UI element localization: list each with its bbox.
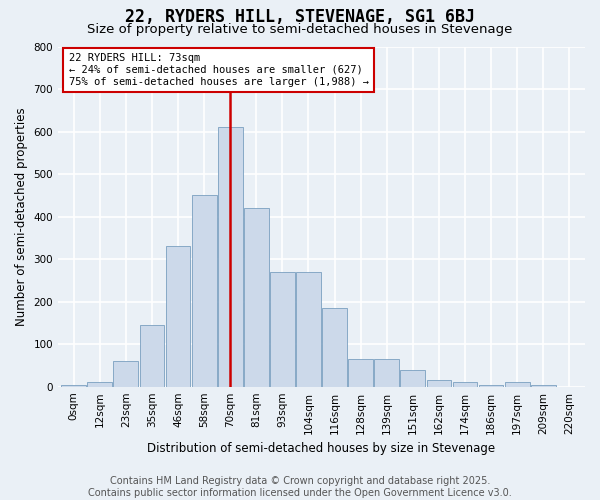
Text: 22 RYDERS HILL: 73sqm
← 24% of semi-detached houses are smaller (627)
75% of sem: 22 RYDERS HILL: 73sqm ← 24% of semi-deta…: [68, 54, 368, 86]
Bar: [88, 382, 112, 386]
Text: 22, RYDERS HILL, STEVENAGE, SG1 6BJ: 22, RYDERS HILL, STEVENAGE, SG1 6BJ: [125, 8, 475, 26]
Bar: [218, 128, 242, 386]
Y-axis label: Number of semi-detached properties: Number of semi-detached properties: [15, 108, 28, 326]
Bar: [270, 272, 295, 386]
Bar: [166, 246, 190, 386]
Bar: [140, 325, 164, 386]
Bar: [531, 384, 556, 386]
Bar: [427, 380, 451, 386]
Bar: [244, 208, 269, 386]
Text: Size of property relative to semi-detached houses in Stevenage: Size of property relative to semi-detach…: [88, 22, 512, 36]
Bar: [505, 382, 530, 386]
Bar: [348, 359, 373, 386]
Bar: [192, 196, 217, 386]
Bar: [374, 359, 399, 386]
Bar: [400, 370, 425, 386]
Bar: [296, 272, 321, 386]
Bar: [479, 384, 503, 386]
Bar: [61, 384, 86, 386]
Bar: [452, 382, 478, 386]
X-axis label: Distribution of semi-detached houses by size in Stevenage: Distribution of semi-detached houses by …: [148, 442, 496, 455]
Bar: [322, 308, 347, 386]
Text: Contains HM Land Registry data © Crown copyright and database right 2025.
Contai: Contains HM Land Registry data © Crown c…: [88, 476, 512, 498]
Bar: [113, 361, 138, 386]
